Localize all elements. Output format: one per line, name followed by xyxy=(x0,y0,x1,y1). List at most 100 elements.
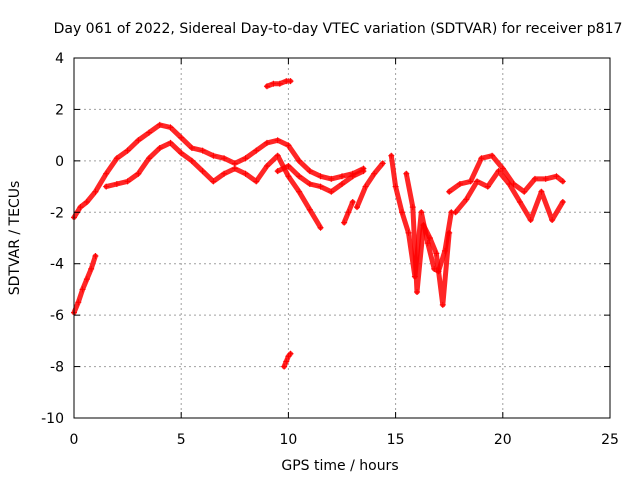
data-point xyxy=(474,178,481,185)
data-point xyxy=(296,173,303,180)
data-point xyxy=(281,363,288,370)
data-point xyxy=(283,358,290,365)
data-point xyxy=(83,199,90,205)
y-tick-label: -2 xyxy=(50,205,64,221)
y-tick-label: -10 xyxy=(41,411,64,427)
data-point xyxy=(328,188,335,195)
y-axis-label: SDTVAR / TECUs xyxy=(7,181,23,296)
y-tick-label: 2 xyxy=(55,102,64,118)
data-point xyxy=(542,175,549,182)
data-point xyxy=(433,250,440,257)
data-point xyxy=(146,155,153,162)
data-point xyxy=(276,80,283,87)
grid xyxy=(74,58,610,418)
data-point xyxy=(506,181,513,187)
data-point xyxy=(83,276,90,283)
y-tick-label: -4 xyxy=(50,257,64,273)
data-point xyxy=(287,78,294,85)
series-trace xyxy=(71,253,98,316)
data-point xyxy=(484,183,491,190)
y-tick-label: -6 xyxy=(50,308,64,324)
data-point xyxy=(167,139,174,146)
data-point xyxy=(210,178,217,185)
data-point xyxy=(446,229,453,236)
plot-frame xyxy=(73,57,611,419)
data-point xyxy=(379,160,386,167)
y-tick-label: -8 xyxy=(50,360,64,376)
data-point xyxy=(124,147,131,154)
series-arc-disturbed-1 xyxy=(388,152,455,280)
data-point xyxy=(306,206,313,213)
data-point xyxy=(516,199,523,205)
data-point xyxy=(538,188,545,195)
data-point xyxy=(405,229,412,236)
data-point xyxy=(349,173,356,180)
data-point xyxy=(274,152,281,159)
series-points xyxy=(71,78,566,370)
data-point xyxy=(124,178,131,185)
series-trace xyxy=(281,351,293,370)
data-point xyxy=(403,170,410,177)
x-tick-label: 25 xyxy=(601,432,619,448)
series-arc-short-a xyxy=(341,199,356,226)
data-point xyxy=(339,181,345,187)
data-point xyxy=(317,173,324,180)
data-point xyxy=(221,155,228,162)
x-tick-label: 20 xyxy=(494,432,512,448)
data-point xyxy=(489,152,496,159)
data-point xyxy=(135,137,142,144)
data-point xyxy=(79,286,86,293)
data-point xyxy=(270,80,277,87)
data-point xyxy=(439,301,446,308)
data-point xyxy=(360,168,367,175)
data-point xyxy=(92,188,99,195)
data-point xyxy=(306,181,313,187)
data-point xyxy=(349,199,356,205)
data-point xyxy=(135,170,142,177)
data-point xyxy=(420,222,427,229)
series-arc-short-b xyxy=(354,160,386,211)
data-point xyxy=(527,217,534,223)
data-point xyxy=(456,181,463,187)
series-arc-disturbed-2 xyxy=(403,170,453,308)
data-point xyxy=(345,209,352,216)
data-point xyxy=(113,181,120,187)
data-point xyxy=(253,178,260,185)
series-arc-mid-chain xyxy=(274,163,367,195)
data-point xyxy=(531,175,538,182)
data-point xyxy=(231,165,238,172)
data-point xyxy=(452,209,459,216)
data-point xyxy=(521,188,528,195)
data-point xyxy=(285,142,292,149)
data-point xyxy=(418,209,425,216)
data-point xyxy=(414,289,421,295)
data-point xyxy=(263,83,270,90)
data-point xyxy=(362,183,369,190)
data-point xyxy=(263,163,270,169)
data-point xyxy=(296,157,303,164)
data-point xyxy=(199,147,206,154)
series-arc-late-upper xyxy=(446,152,566,195)
data-point xyxy=(467,178,474,185)
data-point xyxy=(463,196,470,203)
series-arc-early-low xyxy=(71,253,99,316)
data-point xyxy=(274,168,281,175)
data-point xyxy=(388,152,395,159)
data-point xyxy=(446,188,453,195)
data-point xyxy=(188,157,195,164)
data-point xyxy=(371,170,378,177)
data-point xyxy=(317,224,324,231)
data-point xyxy=(306,168,313,175)
data-point xyxy=(399,209,406,216)
data-point xyxy=(559,178,566,185)
x-axis-label: GPS time / hours xyxy=(281,458,398,474)
data-point xyxy=(549,217,556,223)
x-tick-label: 15 xyxy=(387,432,405,448)
data-point xyxy=(103,170,110,177)
data-point xyxy=(499,165,506,172)
data-point xyxy=(146,129,153,136)
data-point xyxy=(199,168,206,175)
data-point xyxy=(495,168,502,175)
data-point xyxy=(156,121,163,128)
